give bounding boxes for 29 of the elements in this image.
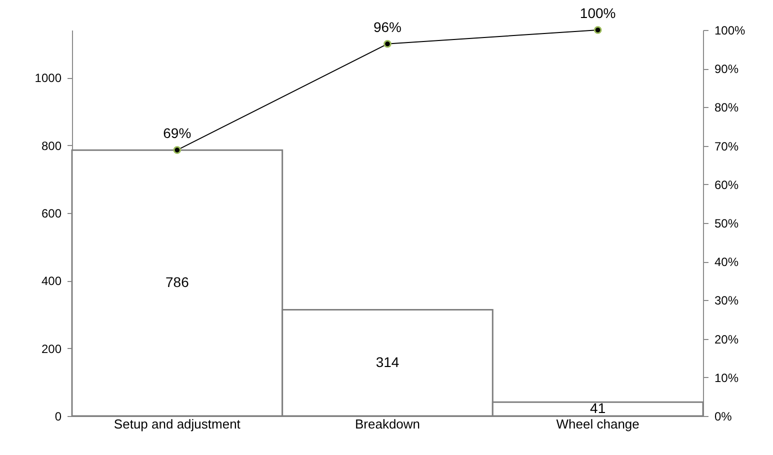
y2-tick-label: 80% [714, 100, 739, 115]
data-label: 96% [373, 18, 402, 35]
x-tick-label: Wheel change [556, 416, 640, 432]
x-tick-label: Setup and adjustment [114, 416, 241, 432]
y2-tick-label: 20% [714, 332, 739, 346]
y2-tick-label: 70% [714, 139, 739, 154]
y-tick-label: 600 [41, 206, 62, 221]
y2-tick-label: 50% [714, 216, 739, 230]
x-tick-label: Breakdown [354, 416, 420, 432]
data-label: 314 [376, 354, 400, 370]
data-label: 100% [580, 5, 616, 21]
data-label: 786 [165, 274, 190, 290]
y-tick-label: 1000 [34, 71, 62, 86]
y2-tick-label: 40% [714, 255, 739, 270]
point [594, 26, 602, 34]
y-tick-label: 200 [41, 342, 62, 356]
data-label: 69% [163, 125, 192, 142]
y-tick-label: 0 [54, 410, 62, 424]
y2-tick-label: 10% [714, 370, 739, 385]
point [173, 146, 182, 154]
y2-tick-label: 30% [714, 294, 739, 308]
y2-tick-label: 60% [714, 178, 739, 192]
y2-tick-label: 0% [714, 410, 732, 424]
data-label: 41 [590, 400, 606, 416]
y2-tick-label: 100% [714, 24, 746, 38]
y-tick-label: 400 [41, 274, 62, 288]
y2-tick-label: 90% [714, 62, 739, 76]
point [384, 40, 392, 48]
y-tick-label: 800 [41, 138, 62, 153]
